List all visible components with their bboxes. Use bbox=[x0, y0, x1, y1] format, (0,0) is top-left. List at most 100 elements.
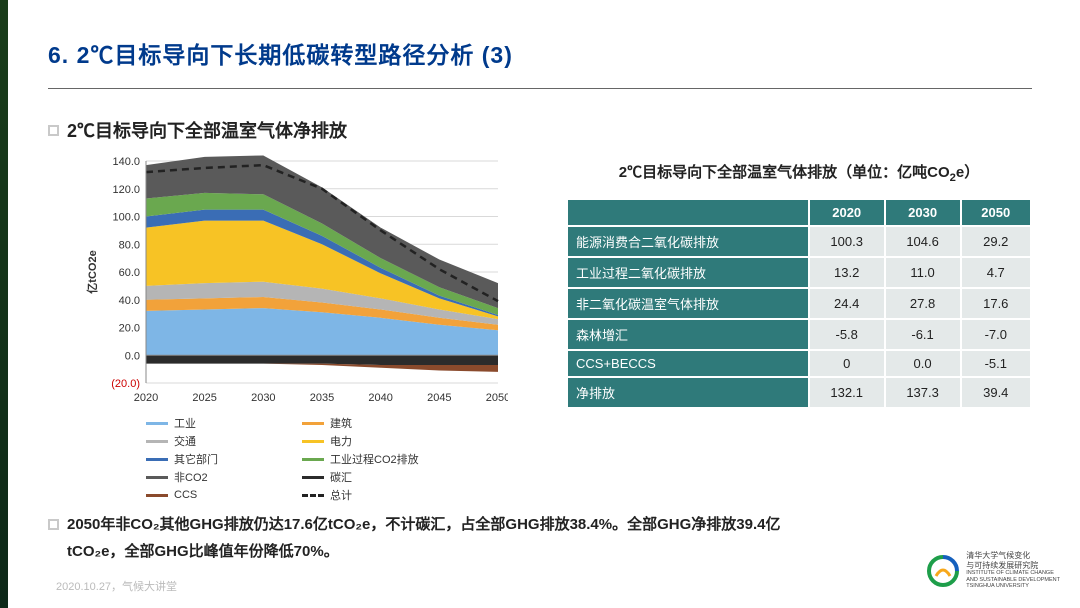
svg-text:2025: 2025 bbox=[192, 392, 216, 404]
svg-text:2050: 2050 bbox=[486, 392, 508, 404]
row-value: 104.6 bbox=[885, 226, 961, 257]
row-label: 非二氧化碳温室气体排放 bbox=[567, 288, 809, 319]
legend-label: 碳汇 bbox=[330, 469, 352, 485]
logo-text: 清华大学气候变化 与可持续发展研究院 INSTITUTE OF CLIMATE … bbox=[966, 551, 1060, 590]
row-label: CCS+BECCS bbox=[567, 350, 809, 377]
bullet-icon bbox=[48, 519, 59, 530]
legend-swatch bbox=[302, 422, 324, 425]
svg-text:(20.0): (20.0) bbox=[111, 378, 140, 390]
area-chart: (20.0)0.020.040.060.080.0100.0120.0140.0… bbox=[78, 151, 508, 411]
legend-item-total: 总计 bbox=[302, 487, 482, 503]
row-value: 4.7 bbox=[961, 257, 1031, 288]
title-divider bbox=[48, 88, 1032, 89]
row-value: -5.1 bbox=[961, 350, 1031, 377]
subtitle-row: 2℃目标导向下全部温室气体净排放 bbox=[48, 117, 1032, 143]
row-value: 17.6 bbox=[961, 288, 1031, 319]
svg-text:2035: 2035 bbox=[310, 392, 334, 404]
table-row: 森林增汇-5.8-6.1-7.0 bbox=[567, 319, 1031, 350]
svg-text:2040: 2040 bbox=[368, 392, 392, 404]
svg-text:2020: 2020 bbox=[134, 392, 158, 404]
table-row: 非二氧化碳温室气体排放24.427.817.6 bbox=[567, 288, 1031, 319]
table-row: 净排放132.1137.339.4 bbox=[567, 377, 1031, 408]
table-header-cell bbox=[567, 199, 809, 226]
bullet-icon bbox=[48, 125, 59, 136]
legend-label: 其它部门 bbox=[174, 451, 218, 467]
legend-item: 工业 bbox=[146, 415, 296, 431]
row-value: 100.3 bbox=[809, 226, 885, 257]
row-label: 工业过程二氧化碳排放 bbox=[567, 257, 809, 288]
footer-date: 2020.10.27，气候大讲堂 bbox=[56, 578, 177, 594]
row-value: 0.0 bbox=[885, 350, 961, 377]
row-value: 24.4 bbox=[809, 288, 885, 319]
row-value: 27.8 bbox=[885, 288, 961, 319]
table-header-cell: 2030 bbox=[885, 199, 961, 226]
legend-item: CCS bbox=[146, 487, 296, 503]
row-value: -5.8 bbox=[809, 319, 885, 350]
legend-swatch bbox=[146, 494, 168, 497]
table-header-row: 202020302050 bbox=[567, 199, 1031, 226]
row-label: 森林增汇 bbox=[567, 319, 809, 350]
svg-text:40.0: 40.0 bbox=[119, 295, 140, 307]
legend-swatch bbox=[302, 440, 324, 443]
svg-text:0.0: 0.0 bbox=[125, 350, 140, 362]
chart-legend: 工业 建筑交通 电力其它部门 工业过程CO2排放非CO2 碳汇 CCS 总计 bbox=[146, 415, 538, 503]
legend-swatch bbox=[146, 458, 168, 461]
row-value: 13.2 bbox=[809, 257, 885, 288]
legend-label: 总计 bbox=[330, 487, 352, 503]
legend-swatch bbox=[146, 440, 168, 443]
row-label: 净排放 bbox=[567, 377, 809, 408]
svg-text:80.0: 80.0 bbox=[119, 239, 140, 251]
legend-label: 交通 bbox=[174, 433, 196, 449]
legend-item: 其它部门 bbox=[146, 451, 296, 467]
legend-swatch-dashed bbox=[302, 494, 324, 497]
legend-label: CCS bbox=[174, 489, 197, 501]
row-value: 137.3 bbox=[885, 377, 961, 408]
bottom-text-content: 2050年非CO₂其他GHG排放仍达17.6亿tCO₂e，不计碳汇，占全部GHG… bbox=[67, 511, 780, 565]
left-accent-bar bbox=[0, 0, 8, 608]
svg-text:120.0: 120.0 bbox=[112, 184, 140, 196]
legend-label: 非CO2 bbox=[174, 469, 208, 485]
legend-swatch bbox=[146, 422, 168, 425]
legend-item: 非CO2 bbox=[146, 469, 296, 485]
row-value: 11.0 bbox=[885, 257, 961, 288]
svg-text:20.0: 20.0 bbox=[119, 323, 140, 335]
legend-label: 工业过程CO2排放 bbox=[330, 451, 419, 467]
table-row: CCS+BECCS00.0-5.1 bbox=[567, 350, 1031, 377]
svg-text:2045: 2045 bbox=[427, 392, 451, 404]
chart-container: (20.0)0.020.040.060.080.0100.0120.0140.0… bbox=[78, 151, 538, 503]
slide-title: 6. 2℃目标导向下长期低碳转型路径分析 (3) bbox=[48, 36, 1032, 70]
legend-item: 工业过程CO2排放 bbox=[302, 451, 482, 467]
svg-text:140.0: 140.0 bbox=[112, 156, 140, 168]
legend-label: 工业 bbox=[174, 415, 196, 431]
row-value: 0 bbox=[809, 350, 885, 377]
legend-item: 交通 bbox=[146, 433, 296, 449]
legend-item: 电力 bbox=[302, 433, 482, 449]
svg-text:2030: 2030 bbox=[251, 392, 275, 404]
row-value: -6.1 bbox=[885, 319, 961, 350]
table-body: 能源消费合二氧化碳排放100.3104.629.2工业过程二氧化碳排放13.21… bbox=[567, 226, 1031, 408]
legend-swatch bbox=[302, 458, 324, 461]
table-header-cell: 2020 bbox=[809, 199, 885, 226]
slide-body: 6. 2℃目标导向下长期低碳转型路径分析 (3) 2℃目标导向下全部温室气体净排… bbox=[8, 0, 1080, 608]
content-row: (20.0)0.020.040.060.080.0100.0120.0140.0… bbox=[48, 151, 1032, 503]
table-container: 2℃目标导向下全部温室气体排放（单位：亿吨CO2e） 202020302050 … bbox=[566, 161, 1032, 409]
table-row: 工业过程二氧化碳排放13.211.04.7 bbox=[567, 257, 1031, 288]
subtitle: 2℃目标导向下全部温室气体净排放 bbox=[67, 117, 347, 143]
legend-item: 建筑 bbox=[302, 415, 482, 431]
data-table: 202020302050 能源消费合二氧化碳排放100.3104.629.2工业… bbox=[566, 198, 1032, 409]
bottom-bullet: 2050年非CO₂其他GHG排放仍达17.6亿tCO₂e，不计碳汇，占全部GHG… bbox=[48, 511, 1032, 565]
institute-logo: 清华大学气候变化 与可持续发展研究院 INSTITUTE OF CLIMATE … bbox=[926, 551, 1060, 590]
table-row: 能源消费合二氧化碳排放100.3104.629.2 bbox=[567, 226, 1031, 257]
row-label: 能源消费合二氧化碳排放 bbox=[567, 226, 809, 257]
svg-text:60.0: 60.0 bbox=[119, 267, 140, 279]
legend-swatch bbox=[146, 476, 168, 479]
legend-label: 电力 bbox=[330, 433, 352, 449]
row-value: 39.4 bbox=[961, 377, 1031, 408]
row-value: -7.0 bbox=[961, 319, 1031, 350]
logo-icon bbox=[926, 554, 960, 588]
table-title: 2℃目标导向下全部温室气体排放（单位：亿吨CO2e） bbox=[566, 161, 1032, 184]
table-header-cell: 2050 bbox=[961, 199, 1031, 226]
svg-text:亿tCO2e: 亿tCO2e bbox=[85, 250, 99, 293]
legend-label: 建筑 bbox=[330, 415, 352, 431]
legend-swatch bbox=[302, 476, 324, 479]
